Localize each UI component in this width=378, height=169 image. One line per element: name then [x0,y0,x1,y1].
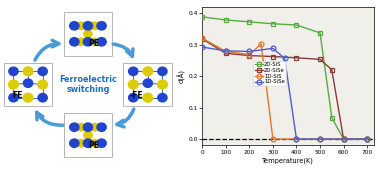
Circle shape [77,38,85,45]
1D-SiS [318,138,322,140]
Circle shape [91,139,99,147]
Line: 1D-SiSe: 1D-SiSe [200,45,370,141]
2D-SiSe [365,138,369,140]
1D-SiSe [223,50,228,52]
2D-SiS [365,138,369,140]
2D-SiS [330,117,334,119]
Text: PE: PE [88,141,99,150]
1D-SiS [223,51,228,53]
Circle shape [70,22,79,30]
Text: Ferroelectric
switching: Ferroelectric switching [59,75,117,94]
1D-SiS [341,138,346,140]
Circle shape [97,123,106,131]
Circle shape [158,80,167,89]
Text: FE: FE [12,91,22,100]
Circle shape [9,67,18,76]
1D-SiS [294,138,299,140]
X-axis label: Temperature(K): Temperature(K) [262,157,314,164]
2D-SiSe [318,58,322,60]
1D-SiSe [341,138,346,140]
Line: 2D-SiSe: 2D-SiSe [200,37,370,141]
Circle shape [91,22,99,30]
Circle shape [83,123,93,131]
Circle shape [9,93,18,102]
1D-SiS [365,138,369,140]
Circle shape [91,38,99,45]
Circle shape [70,38,79,46]
Y-axis label: d(Å): d(Å) [178,69,186,83]
Circle shape [143,67,153,76]
Circle shape [143,79,152,87]
Circle shape [23,67,33,76]
2D-SiS [294,24,299,26]
1D-SiSe [365,138,369,140]
Circle shape [70,123,79,131]
1D-SiSe [200,46,204,48]
Bar [64,12,112,56]
1D-SiS [259,43,263,45]
2D-SiS [318,32,322,34]
Legend: 2D-SiS, 2D-SiSe, 1D-SiS, 1D-SiSe: 2D-SiS, 2D-SiSe, 1D-SiS, 1D-SiSe [253,61,287,86]
Circle shape [143,93,153,102]
Circle shape [23,93,33,102]
1D-SiSe [294,138,299,140]
Circle shape [77,124,85,131]
Circle shape [97,139,106,147]
Circle shape [158,93,167,102]
Bar [64,113,112,157]
Circle shape [38,93,47,102]
Circle shape [84,30,92,38]
1D-SiSe [247,51,252,53]
Circle shape [83,22,93,30]
Circle shape [38,80,48,89]
1D-SiS [200,37,204,39]
1D-SiS [271,138,275,140]
Circle shape [38,67,47,76]
Circle shape [83,139,93,147]
Line: 2D-SiS: 2D-SiS [200,14,370,141]
2D-SiSe [247,55,252,57]
2D-SiS [247,21,252,23]
2D-SiSe [330,69,334,71]
Circle shape [129,93,138,102]
1D-SiS [247,54,252,56]
2D-SiS [341,138,346,140]
Circle shape [77,22,85,30]
2D-SiSe [200,38,204,40]
2D-SiS [271,23,275,25]
Circle shape [9,80,19,89]
1D-SiSe [282,57,287,59]
2D-SiS [200,16,204,18]
2D-SiSe [223,52,228,54]
2D-SiSe [294,57,299,59]
2D-SiSe [341,138,346,140]
1D-SiSe [318,138,322,140]
Bar [124,63,172,106]
Text: -FE: -FE [130,91,144,100]
Circle shape [158,67,167,76]
2D-SiSe [271,55,275,57]
Circle shape [97,22,106,30]
Text: PE: PE [88,39,99,48]
2D-SiS [223,19,228,21]
Circle shape [84,131,92,139]
Line: 1D-SiS: 1D-SiS [200,36,370,141]
1D-SiSe [271,47,275,49]
Circle shape [91,124,99,131]
Circle shape [129,67,138,76]
Circle shape [83,38,93,46]
Circle shape [77,139,85,147]
Circle shape [97,38,106,46]
Circle shape [23,79,33,87]
Circle shape [70,139,79,147]
Circle shape [129,80,138,89]
Bar [4,63,53,106]
